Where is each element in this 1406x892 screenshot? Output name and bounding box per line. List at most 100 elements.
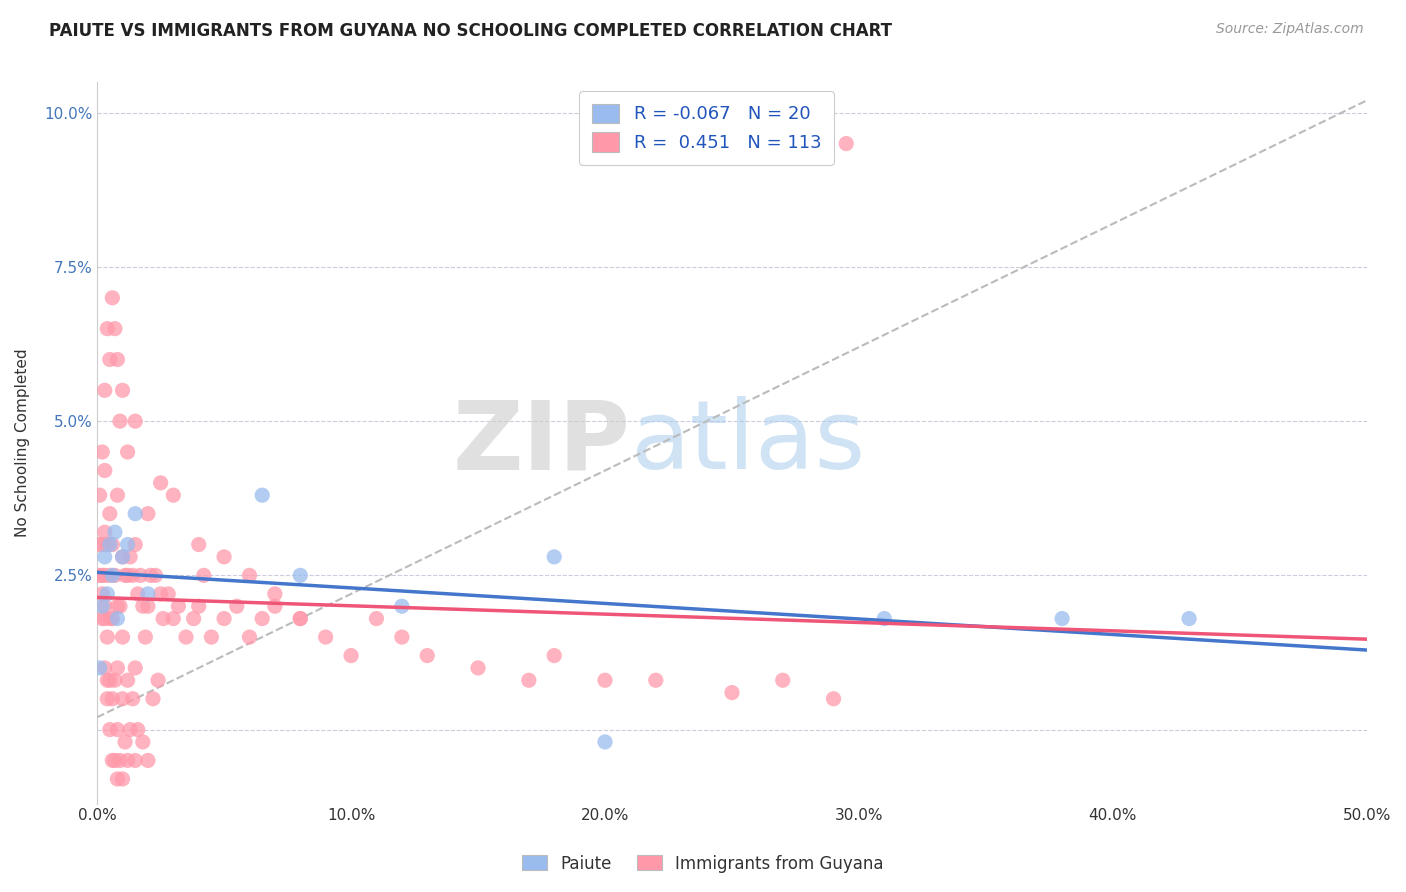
Point [89, 661, 111, 675]
Point [772, 673, 794, 688]
Point [127, 587, 149, 601]
Point [212, 611, 235, 625]
Point [162, 488, 184, 502]
Point [124, 537, 146, 551]
Point [1178, 611, 1201, 625]
Y-axis label: No Schooling Completed: No Schooling Completed [15, 349, 30, 537]
Text: ZIP: ZIP [453, 396, 630, 489]
Point [93, 525, 115, 540]
Point [117, 754, 139, 768]
Point [835, 136, 858, 151]
Point [225, 599, 247, 614]
Point [111, 549, 134, 564]
Point [107, 352, 129, 367]
Point [124, 507, 146, 521]
Point [142, 691, 165, 706]
Text: Source: ZipAtlas.com: Source: ZipAtlas.com [1216, 22, 1364, 37]
Point [543, 648, 565, 663]
Point [96, 537, 118, 551]
Point [107, 611, 129, 625]
Point [91, 611, 114, 625]
Point [152, 611, 174, 625]
Point [121, 691, 143, 706]
Point [593, 735, 616, 749]
Point [187, 537, 209, 551]
Point [200, 630, 222, 644]
Point [111, 630, 134, 644]
Point [136, 587, 159, 601]
Point [101, 568, 124, 582]
Point [132, 735, 155, 749]
Point [721, 685, 744, 699]
Point [107, 772, 129, 786]
Point [96, 587, 118, 601]
Point [120, 723, 142, 737]
Point [114, 735, 136, 749]
Point [108, 599, 131, 614]
Point [212, 549, 235, 564]
Point [93, 568, 115, 582]
Point [101, 754, 124, 768]
Point [98, 673, 121, 688]
Point [145, 568, 167, 582]
Point [416, 648, 439, 663]
Point [136, 599, 159, 614]
Point [101, 691, 124, 706]
Point [187, 599, 209, 614]
Point [149, 475, 172, 490]
Point [114, 568, 136, 582]
Point [117, 568, 139, 582]
Point [108, 754, 131, 768]
Point [107, 599, 129, 614]
Point [174, 630, 197, 644]
Point [96, 630, 118, 644]
Point [823, 691, 845, 706]
Point [124, 414, 146, 428]
Point [157, 587, 180, 601]
Point [98, 611, 121, 625]
Point [593, 673, 616, 688]
Point [873, 611, 896, 625]
Point [149, 587, 172, 601]
Point [111, 772, 134, 786]
Point [121, 568, 143, 582]
Point [93, 463, 115, 477]
Point [89, 568, 111, 582]
Point [101, 537, 124, 551]
Point [104, 673, 127, 688]
Point [117, 673, 139, 688]
Point [250, 488, 273, 502]
Point [391, 630, 413, 644]
Point [98, 568, 121, 582]
Point [104, 754, 127, 768]
Point [101, 291, 124, 305]
Point [101, 611, 124, 625]
Point [91, 537, 114, 551]
Point [136, 507, 159, 521]
Point [290, 611, 312, 625]
Point [93, 611, 115, 625]
Point [111, 384, 134, 398]
Point [290, 568, 312, 582]
Point [183, 611, 205, 625]
Point [91, 445, 114, 459]
Point [107, 661, 129, 675]
Point [104, 321, 127, 335]
Point [193, 568, 215, 582]
Point [89, 488, 111, 502]
Point [93, 549, 115, 564]
Point [91, 568, 114, 582]
Point [238, 568, 260, 582]
Point [96, 321, 118, 335]
Point [98, 723, 121, 737]
Point [108, 414, 131, 428]
Point [98, 507, 121, 521]
Point [89, 537, 111, 551]
Point [129, 568, 152, 582]
Point [104, 568, 127, 582]
Point [93, 599, 115, 614]
Point [96, 691, 118, 706]
Point [238, 630, 260, 644]
Point [134, 630, 156, 644]
Point [98, 352, 121, 367]
